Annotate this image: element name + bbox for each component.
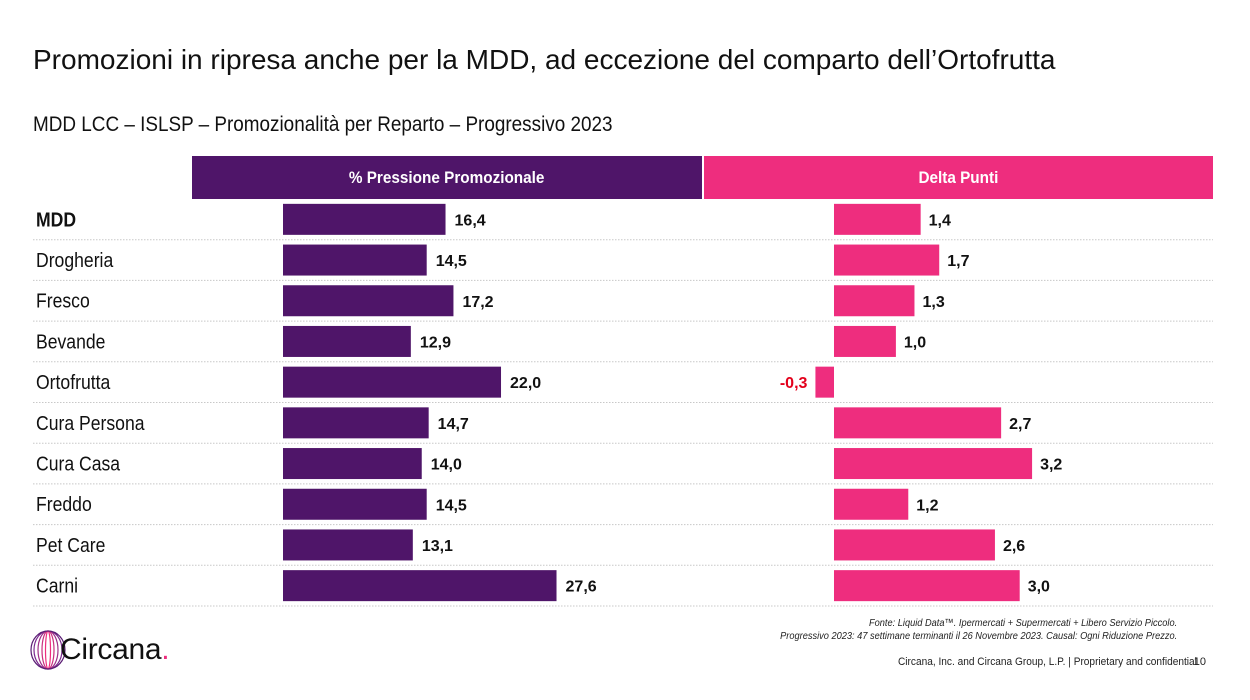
value-label-delta-bevande: 1,0 [904,334,926,351]
chart-subtitle: MDD LCC – ISLSP – Promozionalità per Rep… [33,113,613,136]
header-delta-label: Delta Punti [918,168,999,187]
page-title: Promozioni in ripresa anche per la MDD, … [33,44,1056,75]
category-label-freddo: Freddo [36,493,92,515]
value-label-pressione-cura-persona: 14,7 [438,416,469,433]
bar-delta-carni [834,570,1020,602]
value-label-delta-cura-persona: 2,7 [1009,416,1031,433]
bar-pressione-pet-care [283,529,413,561]
category-label-ortofrutta: Ortofrutta [36,371,111,393]
value-label-delta-carni: 3,0 [1028,579,1050,596]
category-label-cura-casa: Cura Casa [36,453,121,475]
value-label-delta-drogheria: 1,7 [947,253,969,270]
bar-pressione-cura-casa [283,448,422,480]
page-number: 10 [1193,656,1206,668]
footnote: Fonte: Liquid Data™. Ipermercati + Super… [726,617,1177,643]
value-label-delta-freddo: 1,2 [916,497,938,514]
bar-pressione-ortofrutta [283,366,502,398]
category-label-fresco: Fresco [36,290,90,312]
value-label-pressione-bevande: 12,9 [420,334,451,351]
value-label-delta-ortofrutta: -0,3 [780,375,808,392]
bar-pressione-carni [283,570,557,602]
value-label-pressione-pet-care: 13,1 [422,538,453,555]
category-label-cura-persona: Cura Persona [36,412,145,434]
bar-pressione-cura-persona [283,407,429,439]
value-label-pressione-carni: 27,6 [566,579,597,596]
bar-delta-cura-casa [834,448,1033,480]
value-label-pressione-drogheria: 14,5 [436,253,467,270]
value-label-pressione-cura-casa: 14,0 [431,457,462,474]
logo-wordmark: Circana. [60,633,170,666]
header-pressione-promozionale: % Pressione Promozionale [192,156,702,199]
category-label-carni: Carni [36,575,78,597]
category-label-drogheria: Drogheria [36,249,114,271]
value-label-pressione-mdd: 16,4 [455,212,486,229]
circana-logo-icon [30,630,66,670]
bar-delta-mdd [834,203,921,235]
header-delta-punti: Delta Punti [704,156,1213,199]
category-label-mdd: MDD [36,208,76,230]
bar-delta-fresco [834,285,915,317]
value-label-delta-mdd: 1,4 [929,212,951,229]
value-label-delta-cura-casa: 3,2 [1040,457,1062,474]
footnote-line-1: Fonte: Liquid Data™. Ipermercati + Super… [868,617,1177,629]
bar-pressione-mdd [283,203,446,235]
value-label-pressione-ortofrutta: 22,0 [510,375,541,392]
value-label-pressione-fresco: 17,2 [462,294,493,311]
bar-pressione-fresco [283,285,454,317]
bar-delta-ortofrutta [815,366,834,398]
bar-delta-pet-care [834,529,995,561]
value-label-pressione-freddo: 14,5 [436,497,467,514]
bar-pressione-bevande [283,325,411,357]
legal-notice: Circana, Inc. and Circana Group, L.P. | … [898,656,1197,668]
category-label-bevande: Bevande [36,330,105,352]
value-label-delta-fresco: 1,3 [922,294,944,311]
bar-delta-freddo [834,488,909,520]
bar-delta-bevande [834,325,896,357]
header-pressione-label: % Pressione Promozionale [349,168,545,187]
footnote-line-2: Progressivo 2023: 47 settimane terminant… [779,630,1177,642]
bar-pressione-freddo [283,488,427,520]
bar-delta-drogheria [834,244,940,276]
category-label-pet-care: Pet Care [36,534,105,556]
bar-delta-cura-persona [834,407,1002,439]
value-label-delta-pet-care: 2,6 [1003,538,1025,555]
bar-pressione-drogheria [283,244,427,276]
